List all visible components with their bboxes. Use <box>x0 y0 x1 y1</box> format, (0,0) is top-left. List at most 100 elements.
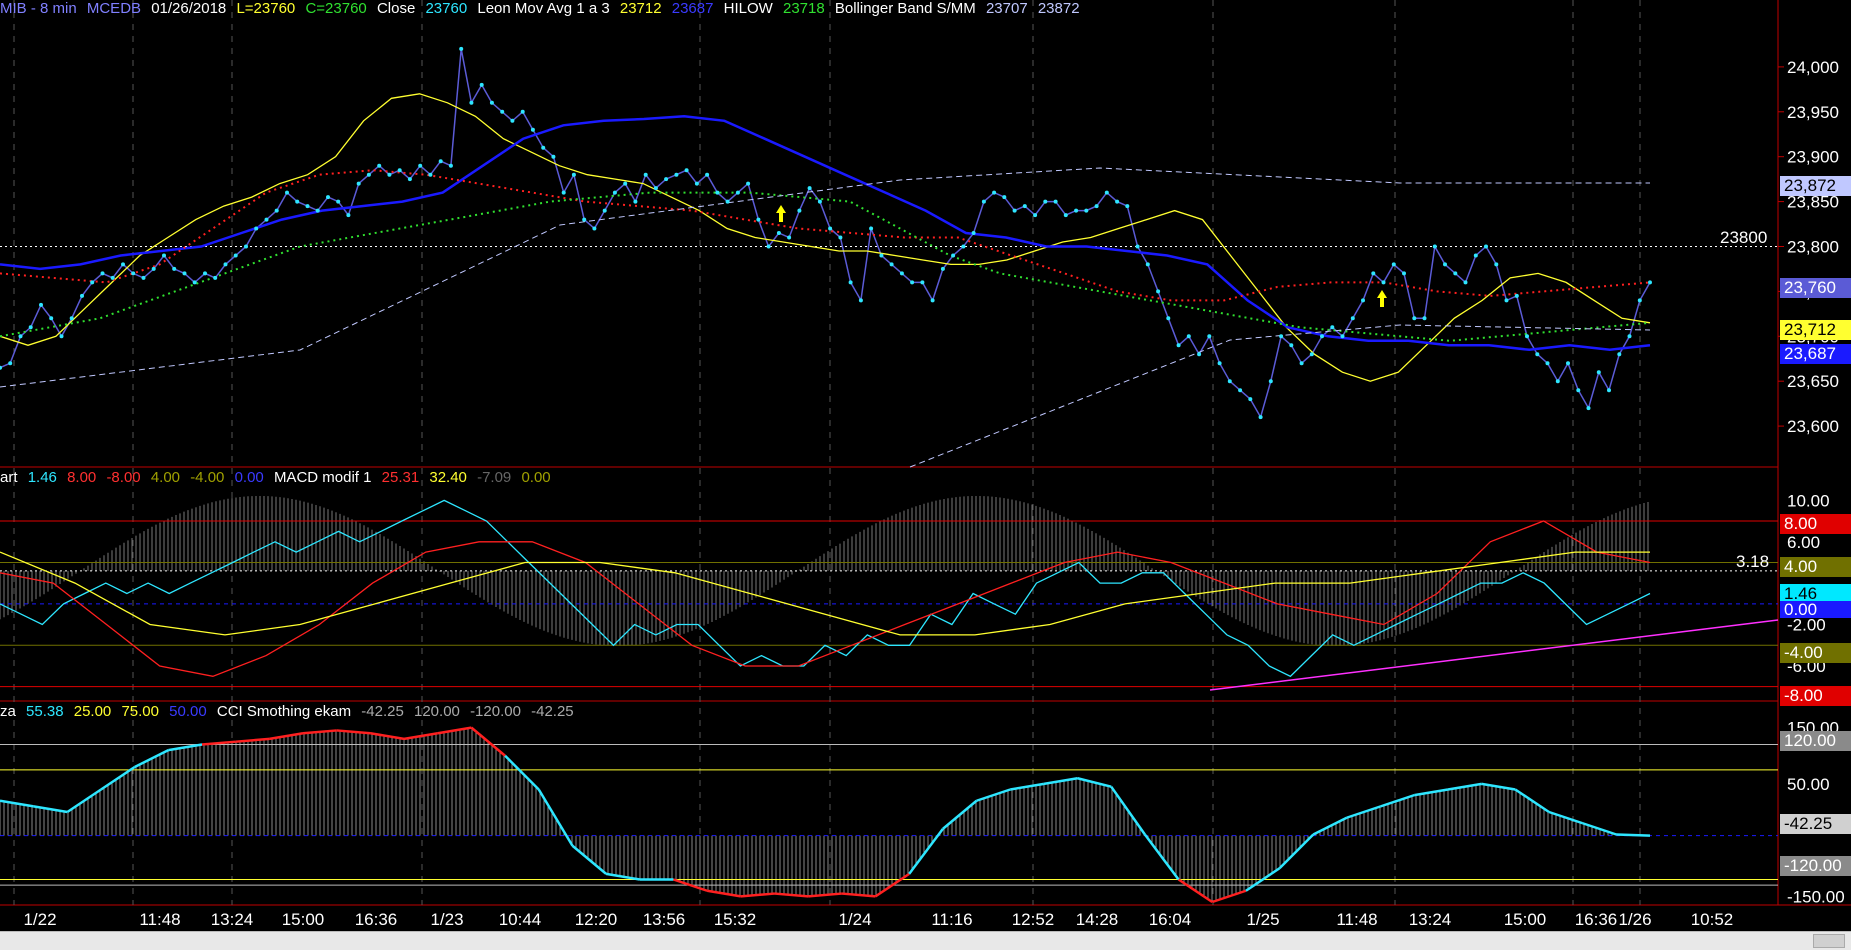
macd-v3: -8.00 <box>106 469 141 486</box>
cci-segment <box>201 740 236 746</box>
close-point <box>828 226 833 231</box>
close-point <box>869 226 874 231</box>
close-point <box>705 172 710 177</box>
time-tick-label: 11:48 <box>1336 910 1377 929</box>
close-point <box>1289 343 1294 348</box>
close-point <box>1166 316 1171 321</box>
close-point <box>49 316 54 321</box>
close-point <box>1494 262 1499 267</box>
close-point <box>1176 343 1181 348</box>
close-point <box>858 298 863 303</box>
macd-v4: 4.00 <box>150 469 181 486</box>
close-point <box>992 190 997 195</box>
time-tick-label: 1/24 <box>838 910 871 929</box>
close-point <box>479 82 484 87</box>
close-label: Close <box>376 0 416 17</box>
close-point <box>203 271 207 276</box>
cci-tick-label: -150.00 <box>1787 887 1845 906</box>
close-point <box>520 109 525 114</box>
close-point <box>1607 388 1611 393</box>
bb-lower-band <box>909 324 1651 468</box>
close-point <box>930 298 935 303</box>
cci-segment <box>1077 777 1112 788</box>
cci-segment <box>1548 810 1584 825</box>
close-point <box>141 275 146 280</box>
bb-value-1: 23707 <box>985 0 1028 17</box>
grid-lines <box>0 0 1851 906</box>
cci-label: CCI Smothing ekam <box>216 703 352 720</box>
symbol-label: MIB - 8 min <box>0 0 77 17</box>
macd-trendline <box>1209 619 1779 691</box>
close-point <box>971 231 976 235</box>
time-axis: 1/22 11:48 13:24 15:00 16:36 1/23 10:44 12:20 13… <box>23 910 1733 929</box>
cci-segment <box>942 799 978 830</box>
close-point <box>653 186 658 191</box>
cci-segment <box>302 729 337 735</box>
close-point <box>285 190 289 195</box>
close-point <box>1043 199 1048 204</box>
close-point <box>1084 208 1089 213</box>
close-point <box>1156 289 1161 294</box>
close-point <box>1125 204 1130 209</box>
tag-cci-120: 120.00 <box>1780 731 1851 751</box>
cci-c3: -120.00 <box>470 703 521 720</box>
macd-panel <box>0 495 1779 691</box>
status-bar <box>0 931 1851 950</box>
tag-hilow: 23,687 <box>1780 344 1851 364</box>
close-point <box>428 172 433 177</box>
cci-segment <box>1312 816 1348 836</box>
close-point <box>674 172 679 177</box>
close-point <box>59 334 64 339</box>
cci-segment <box>33 805 68 814</box>
cci-segment <box>100 765 136 791</box>
macd-name: art <box>0 469 18 486</box>
macd-label: MACD modif 1 <box>273 469 372 486</box>
close-point <box>981 199 986 204</box>
close-point <box>1299 361 1304 366</box>
close-point <box>1022 204 1027 209</box>
time-tick-label: 11:48 <box>139 910 180 929</box>
close-point <box>1586 406 1591 411</box>
cci-segment <box>1143 833 1180 881</box>
macd-v1: 1.46 <box>27 469 57 486</box>
time-tick-label: 13:24 <box>1409 910 1452 929</box>
close-point <box>807 186 812 191</box>
cci-segment <box>0 799 34 808</box>
buy-arrow-icon <box>776 205 786 222</box>
close-point <box>715 190 720 195</box>
close-point <box>1135 244 1140 249</box>
cci-segment <box>1514 788 1550 814</box>
cci-v1: 55.38 <box>26 703 64 720</box>
close-point <box>1268 379 1273 384</box>
close-point <box>438 159 443 164</box>
price-series-hilow <box>0 115 1651 352</box>
close-point <box>1463 280 1468 285</box>
close-point <box>459 46 464 51</box>
close-point <box>1053 199 1058 204</box>
close-point <box>1371 271 1376 276</box>
source-label: MCEDB <box>86 0 142 17</box>
close-point <box>121 262 125 267</box>
close-point <box>541 145 546 150</box>
close-point <box>254 226 259 231</box>
close-point <box>684 168 689 173</box>
resize-grip-icon[interactable] <box>1813 934 1845 948</box>
close-point <box>1648 280 1652 285</box>
close-point <box>776 231 781 235</box>
close-point <box>592 226 597 231</box>
tag-macd-minus4: -4.00 <box>1780 643 1851 663</box>
close-point <box>1350 316 1355 321</box>
close-point <box>407 177 412 182</box>
close-point <box>899 271 904 276</box>
cci-segment <box>908 828 944 875</box>
time-tick-label: 15:32 <box>714 910 757 929</box>
cci-segment <box>1043 777 1078 786</box>
close-point <box>192 280 197 285</box>
cci-tick-label: 50.00 <box>1787 775 1830 794</box>
price-tick-label: 23,600 <box>1787 417 1839 436</box>
price-tick-label: 23,650 <box>1787 372 1839 391</box>
price-header: MIB - 8 min MCEDB 01/26/2018 L=23760 C=2… <box>0 0 1086 17</box>
tag-macd-plus4: 4.00 <box>1780 557 1851 577</box>
time-tick-label: 15:00 <box>1504 910 1547 929</box>
close-point <box>1391 262 1396 267</box>
